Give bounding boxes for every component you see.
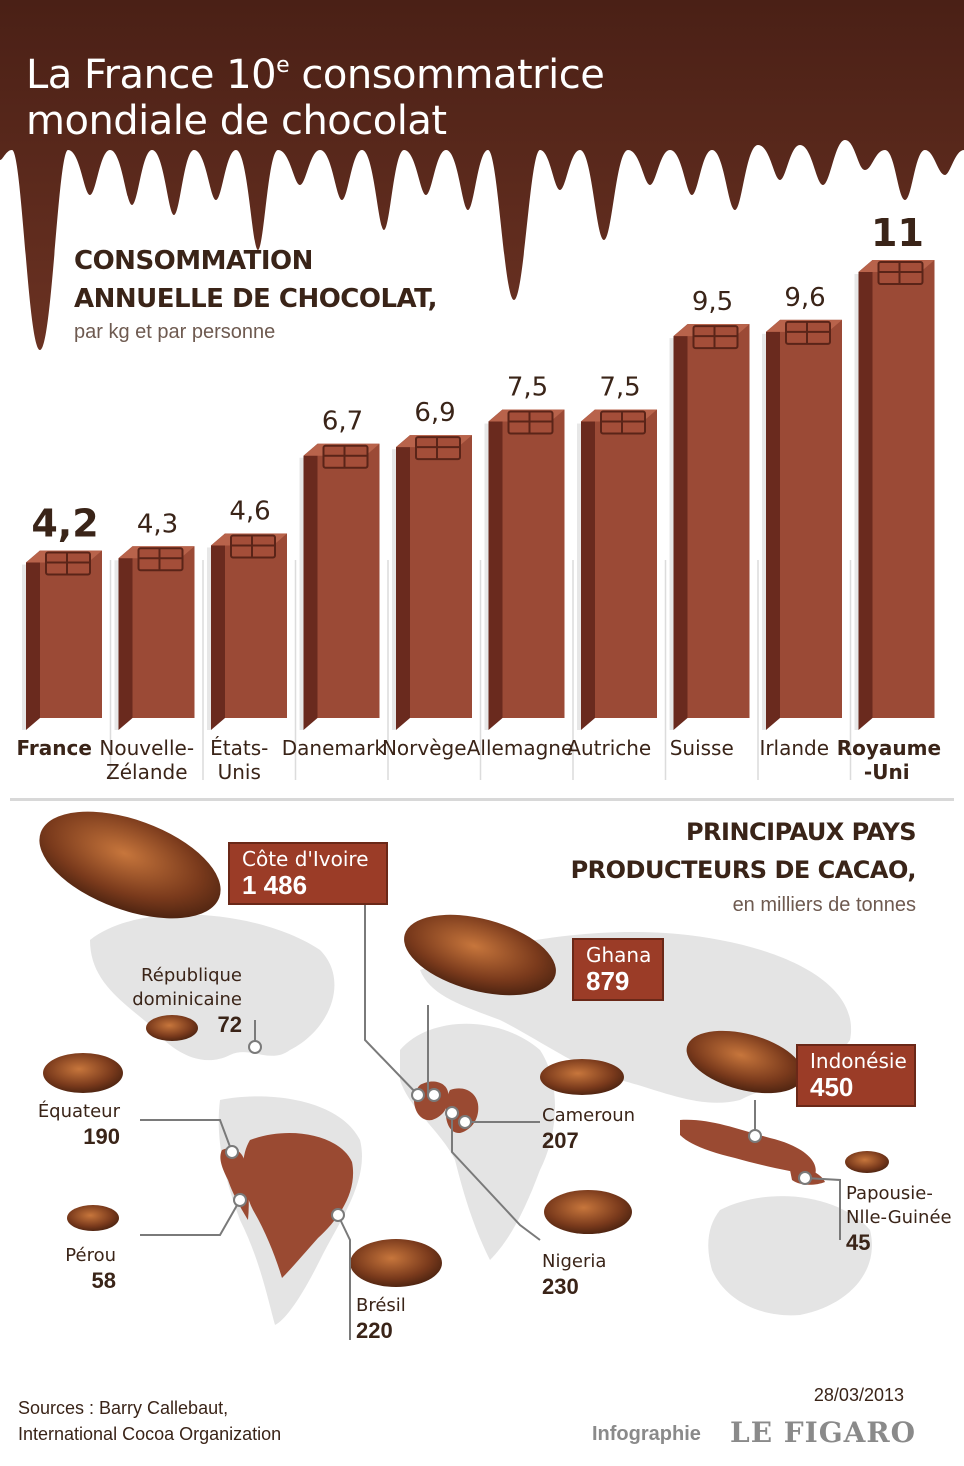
producer-cameroun: Cameroun 207	[542, 1104, 635, 1154]
cocoa-producers-map	[39, 811, 889, 1340]
consumption-title-line-2: ANNUELLE DE CHOCOLAT,	[74, 284, 438, 314]
country-name: Indonésie	[810, 1049, 907, 1073]
pod-equateur	[43, 1053, 123, 1093]
country-value: 220	[356, 1318, 393, 1343]
country-value: 45	[846, 1230, 871, 1255]
country-name-line-1: République	[141, 965, 242, 986]
bar-danemark: 6,7	[299, 407, 380, 730]
country-value: 190	[83, 1124, 120, 1149]
country-name: Brésil	[356, 1295, 406, 1316]
publication-date: 28/03/2013	[813, 1385, 904, 1405]
sources-line-1: Sources : Barry Callebaut,	[18, 1398, 229, 1418]
section-divider	[10, 798, 954, 801]
country-name: Ghana	[586, 943, 652, 967]
bar-value-label: 6,9	[414, 398, 455, 428]
bar-royaume-uni: 11	[854, 211, 935, 730]
country-value: 207	[542, 1128, 579, 1153]
bar-category-label: Irlande	[759, 736, 830, 760]
pod-nigeria	[544, 1190, 632, 1234]
producer-papouasie: Papousie- Nlle-Guinée 45	[846, 1182, 952, 1256]
bar-value-label: 4,2	[31, 502, 98, 546]
production-title-line-2: PRODUCTEURS DE CACAO,	[570, 856, 917, 884]
bar-value-label: 7,5	[507, 373, 548, 403]
bar-value-label: 6,7	[322, 407, 363, 437]
bar-allemagne: 7,5	[484, 373, 565, 730]
page-title-line-1: La France 10e consommatrice	[26, 52, 605, 98]
pod-rep-dominicaine	[146, 1015, 198, 1041]
production-unit: en milliers de tonnes	[732, 894, 916, 916]
bar-value-label: 9,5	[692, 287, 733, 317]
consumption-title-line-1: CONSOMMATION	[74, 246, 313, 276]
bar-category-label: France	[16, 736, 92, 760]
bar-category-label: Allemagne	[466, 736, 574, 760]
country-value: 1 486	[242, 870, 308, 900]
bar--tats-unis: 4,6	[207, 496, 287, 730]
pod-cote-divoire	[39, 811, 221, 919]
bar-value-label: 7,5	[599, 373, 640, 403]
indonesia-shape	[680, 1119, 816, 1175]
country-value: 879	[586, 966, 630, 996]
bar-value-label: 4,3	[137, 509, 178, 539]
sources-line-2: International Cocoa Organization	[18, 1424, 282, 1444]
producer-equateur: Équateur 190	[30, 1100, 120, 1150]
country-name-line-1: Papousie-	[846, 1183, 933, 1204]
country-value: 230	[542, 1274, 579, 1299]
brazil-shape	[242, 1133, 354, 1278]
page-title-line-2: mondiale de chocolat	[26, 98, 447, 144]
bar-autriche: 7,5	[577, 373, 657, 730]
country-name-line-2: dominicaine	[132, 989, 242, 1010]
pod-cameroun	[540, 1059, 624, 1095]
location-dots	[225, 1040, 812, 1222]
producer-bresil: Brésil 220	[356, 1294, 406, 1344]
pod-perou	[67, 1205, 119, 1231]
bar-norv-ge: 6,9	[392, 398, 472, 730]
credit-label: Infographie	[592, 1423, 701, 1445]
country-name: Côte d'Ivoire	[242, 847, 369, 871]
bar-category-label: États- Unis	[210, 736, 269, 784]
cocoa-pods	[39, 811, 889, 1287]
chocolate-drip-header	[0, 0, 964, 350]
bar-irlande: 9,6	[762, 283, 842, 730]
country-value: 58	[91, 1268, 116, 1293]
country-value: 450	[810, 1072, 854, 1102]
bar-category-label: Royaume -Uni	[836, 736, 942, 784]
bar-value-label: 9,6	[784, 283, 825, 313]
bar-category-label: Suisse	[669, 736, 734, 760]
bar-suisse: 9,5	[669, 287, 750, 730]
consumption-bar-chart: 4,2 4,3 4,6 6,7 6,9 7,5 7,5 9,5 9,6 11	[22, 211, 935, 780]
bar-category-label: Norvège	[381, 736, 467, 760]
producer-rep-dominicaine: République dominicaine 72	[112, 964, 242, 1038]
country-value: 72	[217, 1012, 242, 1037]
pod-ghana	[404, 914, 556, 996]
country-name: Équateur	[37, 1101, 120, 1122]
country-name: Pérou	[65, 1245, 116, 1266]
producer-nigeria: Nigeria 230	[542, 1250, 606, 1300]
country-name-line-2: Nlle-Guinée	[846, 1207, 952, 1228]
bar-category-label: Autriche	[567, 736, 652, 760]
pod-bresil	[350, 1239, 442, 1287]
callout-cote-divoire: Côte d'Ivoire 1 486	[228, 842, 388, 905]
leader-lines	[140, 900, 841, 1340]
country-name: Nigeria	[542, 1251, 607, 1272]
production-title-line-1: PRINCIPAUX PAYS	[685, 818, 917, 846]
bar-nouvelle-z-lande: 4,3	[114, 509, 195, 730]
africa-land	[400, 1023, 555, 1260]
pod-papouasie	[845, 1151, 889, 1173]
bar-france: 4,2	[22, 502, 102, 730]
producer-perou: Pérou 58	[50, 1244, 116, 1294]
bar-category-label: Nouvelle- Zélande	[99, 736, 195, 784]
bar-category-label: Danemark	[281, 736, 386, 760]
pod-indonesie	[686, 1030, 804, 1094]
callout-indonesie: Indonésie 450	[796, 1044, 916, 1107]
australia-land	[708, 1196, 872, 1316]
brand-logo-text: LE FIGARO	[730, 1416, 917, 1449]
bar-value-label: 4,6	[229, 496, 270, 526]
consumption-unit: par kg et par personne	[74, 321, 276, 343]
bar-value-label: 11	[871, 211, 924, 255]
country-name: Cameroun	[542, 1105, 636, 1126]
callout-ghana: Ghana 879	[572, 938, 664, 1001]
